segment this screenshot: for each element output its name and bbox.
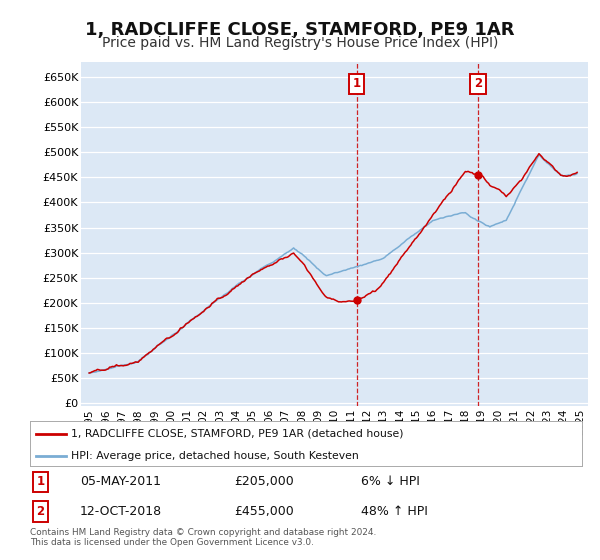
Text: HPI: Average price, detached house, South Kesteven: HPI: Average price, detached house, Sout…: [71, 451, 359, 461]
Text: 1, RADCLIFFE CLOSE, STAMFORD, PE9 1AR (detached house): 1, RADCLIFFE CLOSE, STAMFORD, PE9 1AR (d…: [71, 428, 404, 438]
Text: 48% ↑ HPI: 48% ↑ HPI: [361, 505, 428, 518]
Text: 1, RADCLIFFE CLOSE, STAMFORD, PE9 1AR: 1, RADCLIFFE CLOSE, STAMFORD, PE9 1AR: [85, 21, 515, 39]
Text: Price paid vs. HM Land Registry's House Price Index (HPI): Price paid vs. HM Land Registry's House …: [102, 36, 498, 50]
Text: 2: 2: [474, 77, 482, 90]
Text: £455,000: £455,000: [234, 505, 294, 518]
Text: 6% ↓ HPI: 6% ↓ HPI: [361, 475, 420, 488]
Text: 12-OCT-2018: 12-OCT-2018: [80, 505, 162, 518]
Text: 2: 2: [37, 505, 45, 518]
Text: 05-MAY-2011: 05-MAY-2011: [80, 475, 161, 488]
Text: £205,000: £205,000: [234, 475, 294, 488]
Text: 1: 1: [37, 475, 45, 488]
Text: 1: 1: [353, 77, 361, 90]
Text: Contains HM Land Registry data © Crown copyright and database right 2024.
This d: Contains HM Land Registry data © Crown c…: [30, 528, 376, 547]
